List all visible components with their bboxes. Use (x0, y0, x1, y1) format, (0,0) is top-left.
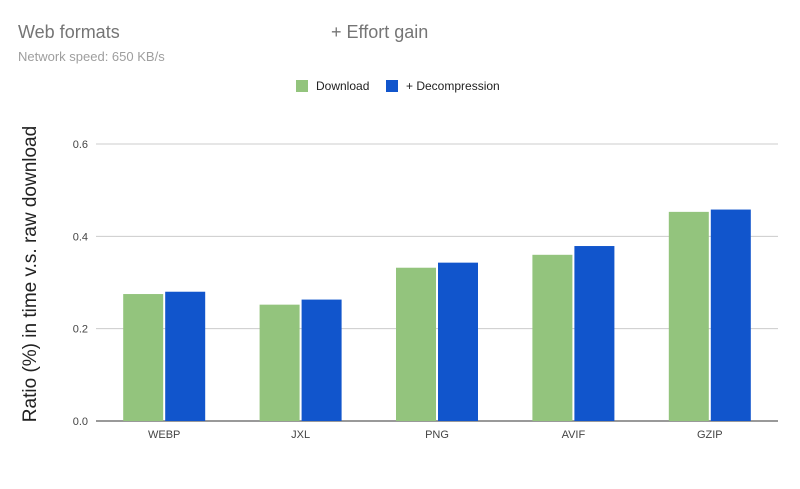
bar-avif-download (532, 254, 573, 421)
bar-png-decompression (438, 262, 478, 421)
legend-label-download: Download (316, 79, 369, 93)
bar-gzip-decompression (710, 209, 751, 421)
y-tick-label: 0.0 (73, 416, 88, 428)
bars (123, 209, 751, 421)
y-axis-label: Ratio (%) in time v.s. raw download (20, 126, 41, 422)
y-tick-label: 0.4 (73, 231, 88, 243)
tick-labels: 0.0 0.2 0.4 0.6 WEBP JXL PNG AVIF GZIP (73, 139, 723, 441)
legend: Download + Decompression (296, 79, 500, 93)
gridlines (96, 143, 778, 422)
bar-webp-decompression (165, 291, 206, 421)
legend-swatch-decompression (386, 80, 398, 92)
y-tick-label: 0.2 (73, 324, 88, 336)
x-tick-label: PNG (425, 429, 449, 441)
chart-title: Web formats (18, 22, 120, 42)
y-tick-label: 0.6 (73, 139, 88, 151)
legend-label-decompression: + Decompression (406, 79, 500, 93)
x-tick-label: GZIP (697, 429, 723, 441)
bar-jxl-decompression (301, 299, 342, 421)
bar-gzip-download (668, 211, 709, 421)
x-tick-label: JXL (291, 429, 310, 441)
bar-avif-decompression (574, 246, 615, 421)
legend-swatch-download (296, 80, 308, 92)
chart-subtitle: Network speed: 650 KB/s (18, 49, 165, 64)
chart-title-secondary: + Effort gain (331, 22, 428, 42)
bar-jxl-download (259, 304, 300, 421)
x-tick-label: AVIF (562, 429, 586, 441)
x-tick-label: WEBP (148, 429, 180, 441)
bar-webp-download (123, 294, 164, 421)
bar-png-download (396, 267, 436, 421)
